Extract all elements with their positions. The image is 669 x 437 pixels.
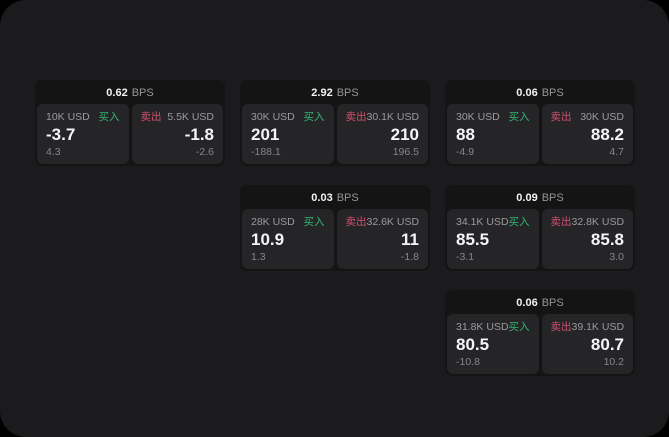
buy-side-label: 买入 <box>303 216 325 228</box>
sell-price: 210 <box>390 124 419 144</box>
sell-sub-value: 10.2 <box>603 356 624 368</box>
buy-side-label: 买入 <box>508 216 530 228</box>
buy-quote-tile[interactable]: 34.1K USD 买入 85.5 -3.1 <box>447 209 539 269</box>
buy-sub-value: -10.8 <box>456 356 480 368</box>
buy-side-label: 买入 <box>98 111 120 123</box>
sell-amount: 5.5K USD <box>167 111 214 123</box>
buy-sub-value: -3.1 <box>456 251 475 263</box>
buy-sub-value: -188.1 <box>251 146 281 158</box>
bps-value: 0.62 <box>106 87 128 99</box>
quote-card-0: 0.62 BPS 10K USD 买入 -3.7 4.3 卖出 5.5K USD <box>35 80 225 166</box>
sell-amount: 32.8K USD <box>571 216 625 228</box>
sell-sub-value: 4.7 <box>609 146 624 158</box>
buy-price: 80.5 <box>456 334 490 354</box>
sell-side-label: 卖出 <box>140 111 162 123</box>
buy-sub-value: 4.3 <box>46 146 61 158</box>
buy-price: -3.7 <box>46 124 76 144</box>
bps-unit-label: BPS <box>541 192 564 204</box>
buy-quote-tile[interactable]: 31.8K USD 买入 80.5 -10.8 <box>447 314 539 374</box>
sell-quote-tile[interactable]: 卖出 39.1K USD 80.7 10.2 <box>541 314 633 374</box>
buy-price: 201 <box>251 124 280 144</box>
bps-value: 0.03 <box>311 192 333 204</box>
buy-side-label: 买入 <box>303 111 325 123</box>
buy-price: 10.9 <box>251 229 285 249</box>
sell-side-label: 卖出 <box>550 111 572 123</box>
card-header: 0.06 BPS <box>447 292 633 314</box>
sell-sub-value: 3.0 <box>609 251 624 263</box>
sell-quote-tile[interactable]: 卖出 32.6K USD 11 -1.8 <box>336 209 428 269</box>
sell-side-label: 卖出 <box>550 216 572 228</box>
sell-quote-tile[interactable]: 卖出 32.8K USD 85.8 3.0 <box>541 209 633 269</box>
sell-price: 80.7 <box>590 334 624 354</box>
sell-side-label: 卖出 <box>550 321 572 333</box>
buy-quote-tile[interactable]: 28K USD 买入 10.9 1.3 <box>242 209 334 269</box>
buy-price: 85.5 <box>456 229 490 249</box>
bps-unit-label: BPS <box>541 87 564 99</box>
sell-amount: 30K USD <box>580 111 624 123</box>
sell-price: 88.2 <box>590 124 624 144</box>
card-header: 0.62 BPS <box>37 82 223 104</box>
buy-amount: 10K USD <box>46 111 90 123</box>
buy-amount: 30K USD <box>251 111 295 123</box>
sell-side-label: 卖出 <box>345 111 367 123</box>
buy-sub-value: 1.3 <box>251 251 266 263</box>
sell-price: 85.8 <box>590 229 624 249</box>
card-header: 0.06 BPS <box>447 82 633 104</box>
buy-amount: 31.8K USD <box>456 321 509 333</box>
quote-card-4: 0.09 BPS 34.1K USD 买入 85.5 -3.1 卖出 32.8K … <box>445 185 635 271</box>
quote-card-1: 2.92 BPS 30K USD 买入 201 -188.1 卖出 30.1K U… <box>240 80 430 166</box>
sell-side-label: 卖出 <box>345 216 367 228</box>
card-header: 0.09 BPS <box>447 187 633 209</box>
card-header: 2.92 BPS <box>242 82 428 104</box>
buy-sub-value: -4.9 <box>456 146 475 158</box>
bps-value: 0.06 <box>516 297 538 309</box>
quote-card-3: 0.03 BPS 28K USD 买入 10.9 1.3 卖出 32.6K USD <box>240 185 430 271</box>
sell-quote-tile[interactable]: 卖出 30K USD 88.2 4.7 <box>541 104 633 164</box>
buy-amount: 30K USD <box>456 111 500 123</box>
bps-unit-label: BPS <box>336 192 359 204</box>
sell-price: -1.8 <box>184 124 214 144</box>
buy-amount: 34.1K USD <box>456 216 509 228</box>
card-header: 0.03 BPS <box>242 187 428 209</box>
sell-quote-tile[interactable]: 卖出 5.5K USD -1.8 -2.6 <box>131 104 223 164</box>
sell-quote-tile[interactable]: 卖出 30.1K USD 210 196.5 <box>336 104 428 164</box>
sell-sub-value: 196.5 <box>392 146 419 158</box>
bps-value: 0.09 <box>516 192 538 204</box>
sell-price: 11 <box>401 229 419 249</box>
buy-amount: 28K USD <box>251 216 295 228</box>
buy-quote-tile[interactable]: 10K USD 买入 -3.7 4.3 <box>37 104 129 164</box>
sell-sub-value: -1.8 <box>400 251 419 263</box>
sell-amount: 39.1K USD <box>571 321 625 333</box>
buy-quote-tile[interactable]: 30K USD 买入 201 -188.1 <box>242 104 334 164</box>
buy-price: 88 <box>456 124 475 144</box>
quote-card-2: 0.06 BPS 30K USD 买入 88 -4.9 卖出 30K USD <box>445 80 635 166</box>
bps-unit-label: BPS <box>131 87 154 99</box>
sell-amount: 30.1K USD <box>366 111 420 123</box>
buy-side-label: 买入 <box>508 321 530 333</box>
bps-unit-label: BPS <box>541 297 564 309</box>
buy-side-label: 买入 <box>508 111 530 123</box>
bps-value: 2.92 <box>311 87 333 99</box>
bps-unit-label: BPS <box>336 87 359 99</box>
bps-value: 0.06 <box>516 87 538 99</box>
sell-amount: 32.6K USD <box>366 216 420 228</box>
sell-sub-value: -2.6 <box>195 146 214 158</box>
buy-quote-tile[interactable]: 30K USD 买入 88 -4.9 <box>447 104 539 164</box>
quote-card-5: 0.06 BPS 31.8K USD 买入 80.5 -10.8 卖出 39.1K… <box>445 290 635 376</box>
